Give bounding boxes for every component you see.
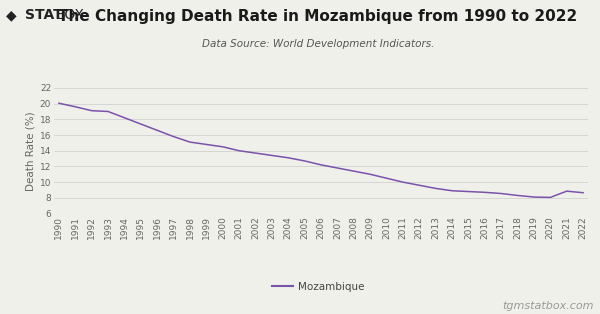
- Text: tgmstatbox.com: tgmstatbox.com: [503, 301, 594, 311]
- Y-axis label: Death Rate (%): Death Rate (%): [26, 111, 35, 191]
- Text: STAT: STAT: [25, 8, 63, 22]
- Text: Data Source: World Development Indicators.: Data Source: World Development Indicator…: [202, 39, 434, 49]
- Text: The Changing Death Rate in Mozambique from 1990 to 2022: The Changing Death Rate in Mozambique fr…: [58, 9, 578, 24]
- Legend: Mozambique: Mozambique: [268, 278, 368, 296]
- Text: ◆: ◆: [6, 8, 17, 22]
- Text: BOX: BOX: [56, 8, 85, 22]
